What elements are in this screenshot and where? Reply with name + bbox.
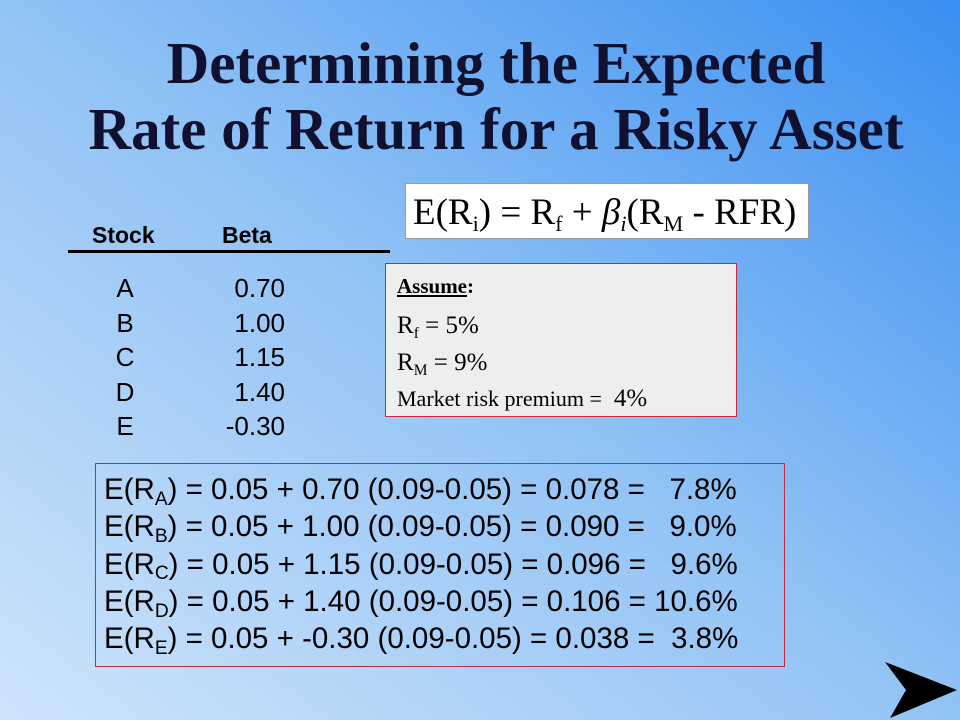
calc-expression: ) = 0.05 + -0.30 (0.09-0.05) = 0.038 = 3… — [167, 622, 739, 656]
calc-lead: E(R — [104, 547, 155, 581]
calculation-line-b: E(RB) = 0.05 + 1.00 (0.09-0.05) = 0.090 … — [104, 508, 738, 548]
stock-letter: D — [115, 376, 135, 407]
formula-beta-symbol: β — [601, 192, 621, 233]
market-return-value: = 9% — [433, 349, 488, 376]
assumptions-heading: Assume: — [397, 276, 474, 297]
next-slide-button[interactable] — [880, 655, 960, 720]
stock-table-body: A 0.70 B 1.00 C 1.15 D 1.40 E -0.30 — [0, 271, 300, 444]
stock-letter: A — [116, 273, 134, 303]
risk-free-rate: Rf = 5% — [397, 312, 479, 341]
calc-expression: ) = 0.05 + 1.40 (0.09-0.05) = 0.106 = 10… — [168, 584, 738, 618]
calculation-line-a: E(RA) = 0.05 + 0.70 (0.09-0.05) = 0.078 … — [104, 471, 738, 510]
market-return-subscript: M — [413, 361, 428, 379]
calc-subscript: E — [154, 637, 168, 659]
arrow-right-icon — [885, 662, 957, 718]
calculation-line-e: E(RE) = 0.05 + -0.30 (0.09-0.05) = 0.038… — [104, 620, 739, 659]
calculations-box: E(RA) = 0.05 + 0.70 (0.09-0.05) = 0.078 … — [95, 463, 785, 667]
table-row: C 1.15 — [0, 340, 300, 375]
risk-free-symbol: R — [397, 312, 414, 339]
risk-free-value: = 5% — [425, 312, 479, 339]
stock-letter: B — [116, 307, 134, 338]
table-row: D 1.40 — [0, 375, 300, 410]
title-line-1: Determining the Expected — [166, 30, 826, 96]
beta-value: 1.00 — [234, 307, 285, 338]
market-return: RM = 9% — [397, 349, 488, 378]
calc-subscript: B — [154, 526, 168, 548]
beta-value: -0.30 — [225, 411, 285, 441]
formula-part: E(R — [413, 192, 473, 233]
market-risk-premium-value: 4% — [613, 385, 648, 412]
calc-lead: E(R — [104, 584, 155, 618]
calculation-lines: E(RA) = 0.05 + 0.70 (0.09-0.05) = 0.078 … — [104, 471, 739, 659]
formula-subscript: f — [555, 211, 563, 237]
beta-value: 1.40 — [234, 376, 285, 407]
formula-subscript: i — [472, 211, 479, 237]
risk-free-subscript: f — [413, 324, 419, 342]
table-header-stock: Stock — [92, 222, 155, 248]
title-line-2: Rate of Return for a Risky Asset — [88, 96, 904, 162]
capm-formula: E(Ri) = Rf + βi(RM - RFR) — [413, 184, 796, 242]
calc-subscript: D — [154, 600, 169, 622]
calc-lead: E(R — [104, 510, 155, 544]
market-risk-premium: Market risk premium = 4% — [397, 386, 647, 412]
calc-lead: E(R — [104, 473, 155, 506]
stock-letter: C — [115, 342, 135, 372]
table-header-rule — [68, 250, 390, 253]
table-row: B 1.00 — [0, 306, 300, 341]
beta-value: 0.70 — [234, 273, 285, 303]
slide-title: Determining the Expected Rate of Return … — [36, 30, 956, 162]
calc-expression: ) = 0.05 + 1.15 (0.09-0.05) = 0.096 = 9.… — [168, 547, 738, 581]
assume-label: Assume — [397, 274, 468, 298]
formula-part: (R — [626, 192, 664, 233]
assumptions-box: Assume: Rf = 5% RM = 9% Market risk premiu… — [385, 263, 737, 417]
table-header-beta: Beta — [222, 222, 272, 248]
table-row: E -0.30 — [0, 409, 300, 444]
calc-expression: ) = 0.05 + 1.00 (0.09-0.05) = 0.090 = 9.… — [167, 510, 737, 544]
stock-letter: E — [116, 411, 134, 441]
calc-subscript: C — [154, 563, 169, 585]
market-return-symbol: R — [397, 349, 414, 376]
formula-subscript: M — [663, 211, 684, 237]
calc-expression: ) = 0.05 + 0.70 (0.09-0.05) = 0.078 = 7.… — [167, 473, 737, 506]
arrow-shape — [885, 662, 957, 718]
formula-part: + — [562, 192, 602, 233]
table-row: A 0.70 — [0, 271, 300, 306]
calc-subscript: A — [154, 488, 168, 510]
calc-lead: E(R — [104, 622, 155, 656]
calculation-line-d: E(RD) = 0.05 + 1.40 (0.09-0.05) = 0.106 … — [104, 583, 738, 622]
formula-part: ) = R — [478, 192, 556, 233]
formula-part: - RFR) — [683, 192, 797, 233]
formula-subscript: i — [620, 211, 627, 237]
market-risk-premium-label: Market risk premium = — [397, 386, 602, 411]
beta-value: 1.15 — [234, 342, 285, 372]
capm-formula-box: E(Ri) = Rf + βi(RM - RFR) — [405, 183, 809, 239]
assume-colon: : — [467, 274, 475, 298]
calculation-line-c: E(RC) = 0.05 + 1.15 (0.09-0.05) = 0.096 … — [104, 546, 738, 585]
